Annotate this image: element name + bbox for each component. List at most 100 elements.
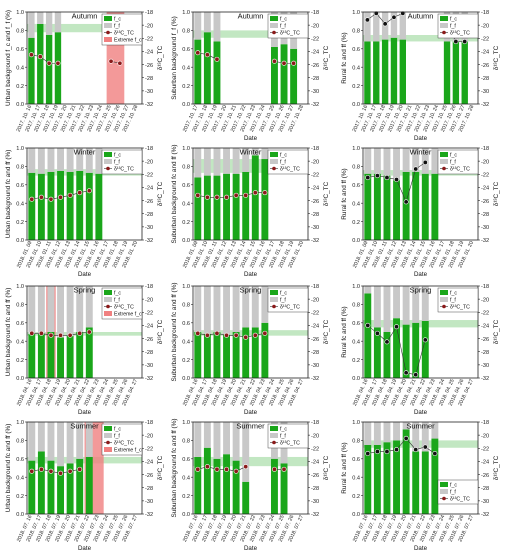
y2-tick-label: -18 xyxy=(481,284,489,290)
legend-label: f_c xyxy=(450,483,457,489)
panel-1: 0.0 0.2 0.4 0.6 0.8 1.0 -18 -20 -22 -24 -26 -28 -30 -… xyxy=(5,10,164,133)
y2-axis-label: δ¹³C_TC xyxy=(323,45,330,70)
delta-point xyxy=(195,330,201,336)
delta-point xyxy=(195,466,201,472)
y2-tick-label: -32 xyxy=(145,376,153,382)
legend-swatch-fc xyxy=(440,290,448,295)
bar-ff xyxy=(85,148,93,173)
y-tick-label: 0.6 xyxy=(16,457,24,463)
legend-label: f_c xyxy=(450,17,457,23)
panel-5: 0.0 0.2 0.4 0.6 0.8 1.0 -18 -20 -22 -24 -26 -28 -30 -… xyxy=(171,145,330,279)
y2-tick-label: -30 xyxy=(481,499,489,505)
bar-fc xyxy=(95,173,103,240)
y2-tick-label: -20 xyxy=(311,297,319,303)
y-axis-label: Rural fc and ff (%) xyxy=(341,32,348,83)
bar-fc xyxy=(194,177,202,240)
y-tick-label: 1.0 xyxy=(16,420,24,426)
bar-fc xyxy=(28,37,35,105)
delta-point xyxy=(291,60,297,66)
legend-swatch-point xyxy=(272,304,276,309)
panel-11: 0.0 0.2 0.4 0.6 0.8 1.0 -18 -20 -22 -24 -26 -28 -30 -… xyxy=(171,419,330,553)
bar-ff xyxy=(251,148,259,156)
bar-fc xyxy=(364,445,372,514)
delta-point xyxy=(233,332,239,338)
y2-tick-label: -32 xyxy=(481,238,489,244)
bar-fc xyxy=(213,41,221,104)
reference-band xyxy=(193,30,308,38)
bar-ff xyxy=(47,286,55,332)
y2-tick-label: -30 xyxy=(311,225,319,231)
delta-point xyxy=(48,196,54,202)
legend-swatch-ff xyxy=(104,433,112,438)
delta-point xyxy=(224,332,230,338)
y2-tick-label: -28 xyxy=(145,350,153,356)
plot-frame xyxy=(362,285,479,379)
delta-point xyxy=(365,175,371,181)
y-tick-label: 0.4 xyxy=(182,65,190,71)
y-tick-label: 1.0 xyxy=(182,146,190,152)
delta-point xyxy=(403,435,409,441)
legend-label: δ¹³C_TC xyxy=(114,167,134,173)
x-axis-label: Date xyxy=(78,409,92,416)
y2-tick-label: -24 xyxy=(145,186,153,192)
bar-ff xyxy=(66,148,74,172)
y2-tick-label: -26 xyxy=(311,63,319,69)
legend-label: f_f xyxy=(450,490,456,496)
legend-label: δ¹³C_TC xyxy=(450,305,470,311)
bar-ff xyxy=(261,148,269,160)
y-tick-label: 0.8 xyxy=(16,165,24,171)
y-axis-label: Urban background fc and ff (%) xyxy=(5,150,12,239)
delta-point xyxy=(271,58,277,64)
y-tick-label: 0.8 xyxy=(16,439,24,445)
y2-tick-label: -22 xyxy=(311,310,319,316)
y2-axis-label: δ¹³C_TC xyxy=(157,45,164,70)
delta-point xyxy=(233,192,239,198)
delta-point xyxy=(77,466,83,472)
y2-axis-label: δ¹³C_TC xyxy=(493,45,500,70)
delta-point xyxy=(214,466,220,472)
bar-fc xyxy=(47,460,55,514)
panel-title: Spring xyxy=(74,286,96,295)
y2-tick-label: -18 xyxy=(145,284,153,290)
delta-point xyxy=(195,50,201,56)
panel-title: Summer xyxy=(70,422,99,431)
bar-fc xyxy=(57,337,64,378)
y-tick-label: 0.8 xyxy=(182,439,190,445)
legend-swatch-fc xyxy=(104,290,112,295)
delta-point xyxy=(382,21,388,27)
legend-swatch-fc xyxy=(104,426,112,431)
delta-point xyxy=(214,56,220,62)
panel-8: 0.0 0.2 0.4 0.6 0.8 1.0 -18 -20 -22 -24 -26 -28 -30 -… xyxy=(171,283,330,417)
y2-tick-label: -24 xyxy=(481,186,489,192)
y-tick-label: 0.4 xyxy=(182,475,190,481)
y-tick-label: 0.0 xyxy=(182,238,190,244)
reference-band xyxy=(363,35,478,42)
delta-point xyxy=(38,194,44,200)
panel-title: Autumn xyxy=(72,12,98,21)
bar-ff xyxy=(393,286,400,319)
bar-fc xyxy=(412,451,420,514)
bar-ff xyxy=(28,286,36,334)
y2-tick-label: -22 xyxy=(311,446,319,452)
legend-label: δ¹³C_TC xyxy=(450,167,470,173)
legend-swatch-ff xyxy=(104,23,112,28)
bar-fc xyxy=(393,440,400,514)
x-axis-label: Date xyxy=(244,135,258,142)
y-axis-label: Suburban background fc and ff (%) xyxy=(171,145,178,244)
y2-tick-label: -26 xyxy=(145,63,153,69)
bar-ff xyxy=(57,286,64,338)
bar-ff xyxy=(364,286,372,294)
y-tick-label: 0.6 xyxy=(182,457,190,463)
delta-point xyxy=(365,451,371,457)
bar-ff xyxy=(76,422,84,459)
delta-point xyxy=(38,466,44,472)
bar-ff xyxy=(85,286,93,328)
delta-point xyxy=(67,192,73,198)
bar-fc xyxy=(461,41,468,104)
x-axis-label: Date xyxy=(78,545,92,550)
panel-title: Spring xyxy=(240,286,262,295)
legend-swatch-point xyxy=(442,166,446,171)
bar-ff xyxy=(364,148,372,174)
